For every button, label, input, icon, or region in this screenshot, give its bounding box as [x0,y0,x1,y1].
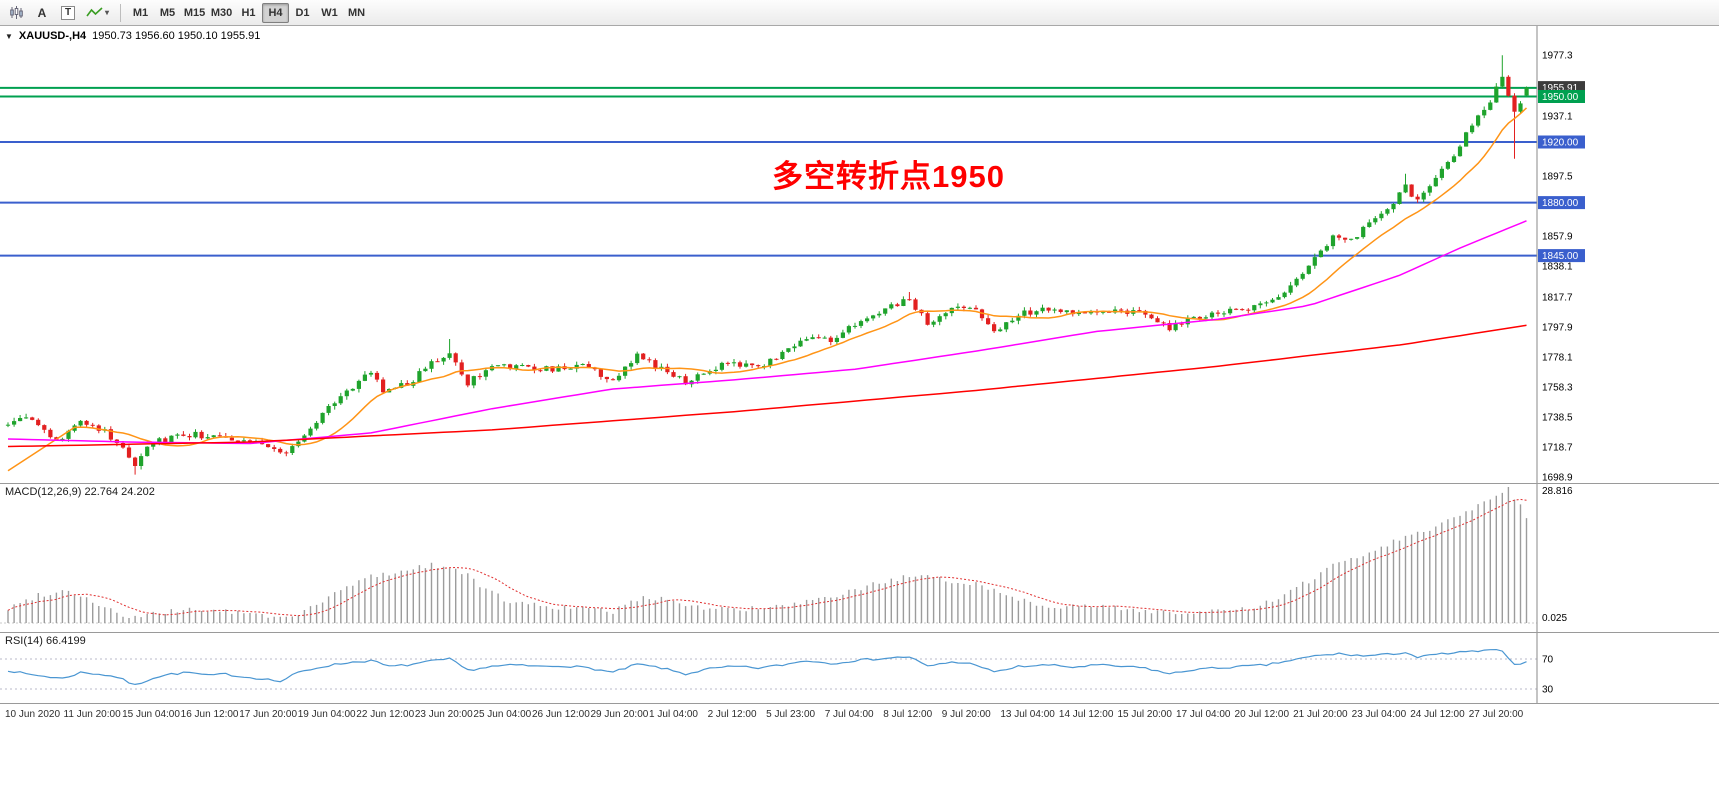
rsi-canvas[interactable]: 70 30 [0,633,1719,703]
time-axis-label: 17 Jun 20:00 [239,709,298,720]
candlesticks [5,55,1529,475]
rsi-indicator-panel: 70 30 RSI(14) 66.4199 [0,632,1719,703]
time-axis-label: 26 Jun 12:00 [531,709,590,720]
svg-text:1920.00: 1920.00 [1542,138,1579,149]
svg-text:1977.3: 1977.3 [1542,51,1573,62]
macd-axis-min-label: 0.025 [1542,613,1567,624]
main-toolbar: A T ▾ M1 M5 M15 M30 H1 H4 D1 W1 MN [0,0,1719,26]
macd-canvas[interactable]: 28.816 0.025 [0,484,1719,632]
text-label-button[interactable]: T [56,2,80,24]
macd-axis-max-label: 28.816 [1542,486,1573,497]
time-axis-label: 16 Jun 12:00 [180,709,239,720]
time-axis-label: 8 Jul 12:00 [883,709,933,720]
mini-chart-button[interactable] [4,2,28,24]
price-chart-panel: 1977.3 1937.1 1897.5 1857.9 1838.1 1817.7 1797… [0,26,1719,483]
timeframe-button-m30[interactable]: M30 [208,3,235,23]
macd-indicator-panel: 28.816 0.025 MACD(12,26,9) 22.764 24.202 [0,483,1719,632]
svg-text:1838.1: 1838.1 [1542,262,1573,273]
rsi-line [7,648,1527,686]
ma-slow-line [7,324,1527,448]
time-axis-label: 1 Jul 04:00 [649,709,698,720]
time-axis-label: 17 Jul 04:00 [1176,709,1231,720]
rsi-label: RSI(14) 66.4199 [5,635,86,647]
time-axis-label: 25 Jun 04:00 [473,709,532,720]
time-axis-label: 2 Jul 12:00 [707,709,757,720]
chevron-down-icon: ▾ [105,8,110,17]
chart-ohlc-header: ▼ XAUUSD-,H4 1950.73 1956.60 1950.10 195… [5,30,260,42]
svg-text:1897.5: 1897.5 [1542,172,1573,183]
time-axis-label: 9 Jul 20:00 [941,709,991,720]
zigzag-icon [86,6,103,19]
rsi-level-label: 30 [1542,685,1554,696]
macd-signal-line [7,498,1527,617]
time-axis[interactable]: 10 Jun 2020 11 Jun 20:00 15 Jun 04:00 16 Ju… [0,703,1719,725]
time-axis-label: 7 Jul 04:00 [824,709,874,720]
time-axis-label: 15 Jul 20:00 [1117,709,1172,720]
timeframe-button-mn[interactable]: MN [343,3,370,23]
rsi-level-label: 70 [1542,655,1554,666]
time-axis-label: 29 Jun 20:00 [590,709,649,720]
time-axis-label: 11 Jun 20:00 [63,709,121,720]
minichart-icon [9,5,24,20]
svg-text:1937.1: 1937.1 [1542,112,1573,123]
svg-text:1857.9: 1857.9 [1542,232,1573,243]
timeframe-button-h4[interactable]: H4 [262,2,290,23]
macd-label: MACD(12,26,9) 22.764 24.202 [5,486,155,498]
timeframe-button-m1[interactable]: M1 [127,3,154,23]
tool-button-label: A [37,5,47,20]
symbol-timeframe-label: XAUUSD-,H4 [18,30,87,42]
toolbar-separator [120,3,122,22]
time-axis-label: 20 Jul 12:00 [1234,709,1290,720]
chart-annotation-text[interactable]: 多空转折点1950 [772,159,1005,194]
ma-medium-line [7,220,1527,445]
svg-text:1797.9: 1797.9 [1542,323,1573,334]
svg-text:1718.7: 1718.7 [1542,443,1573,454]
time-axis-label: 23 Jun 20:00 [414,709,473,720]
ma-fast-line [7,107,1528,472]
macd-histogram [7,487,1528,623]
svg-text:1698.9: 1698.9 [1542,473,1573,484]
timeframe-button-w1[interactable]: W1 [316,3,343,23]
price-chart-canvas[interactable]: 1977.3 1937.1 1897.5 1857.9 1838.1 1817.7 1797… [0,26,1719,483]
timeframe-button-m5[interactable]: M5 [154,3,181,23]
svg-text:1955.91: 1955.91 [1542,83,1579,94]
ohlc-values-label: 1950.73 1956.60 1950.10 1955.91 [92,30,261,42]
svg-text:1758.3: 1758.3 [1542,383,1573,394]
time-axis-label: 13 Jul 04:00 [1000,709,1055,720]
time-axis-label: 10 Jun 2020 [5,709,61,720]
svg-text:1950.00: 1950.00 [1542,92,1579,103]
time-axis-label: 14 Jul 12:00 [1058,709,1114,720]
line-style-button[interactable]: ▾ [82,2,113,24]
svg-text:1845.00: 1845.00 [1542,251,1579,262]
price-axis-labels: 1977.3 1937.1 1897.5 1857.9 1838.1 1817.7 1797… [1542,51,1573,483]
svg-text:1778.1: 1778.1 [1542,353,1573,364]
svg-text:1738.5: 1738.5 [1542,413,1573,424]
time-axis-label: 23 Jul 04:00 [1351,709,1407,720]
timeframe-button-d1[interactable]: D1 [289,3,316,23]
svg-text:1817.7: 1817.7 [1542,293,1573,304]
horizontal-lines[interactable] [0,86,1537,257]
time-axis-label: 5 Jul 23:00 [766,709,816,720]
time-axis-label: 21 Jul 20:00 [1293,709,1348,720]
timeframe-button-m15[interactable]: M15 [181,3,208,23]
time-axis-label: 24 Jul 12:00 [1410,709,1465,720]
time-axis-label: 22 Jun 12:00 [356,709,415,720]
svg-text:1880.00: 1880.00 [1542,198,1579,209]
one-click-trading-collapse-icon[interactable]: ▼ [5,31,13,41]
timeframe-button-h1[interactable]: H1 [235,3,262,23]
tool-button-label: T [60,5,76,20]
time-axis-label: 27 Jul 20:00 [1468,709,1524,720]
time-axis-label: 15 Jun 04:00 [122,709,180,720]
time-axis-label: 19 Jun 04:00 [297,709,356,720]
cursor-arrow-button[interactable]: A [30,2,54,24]
